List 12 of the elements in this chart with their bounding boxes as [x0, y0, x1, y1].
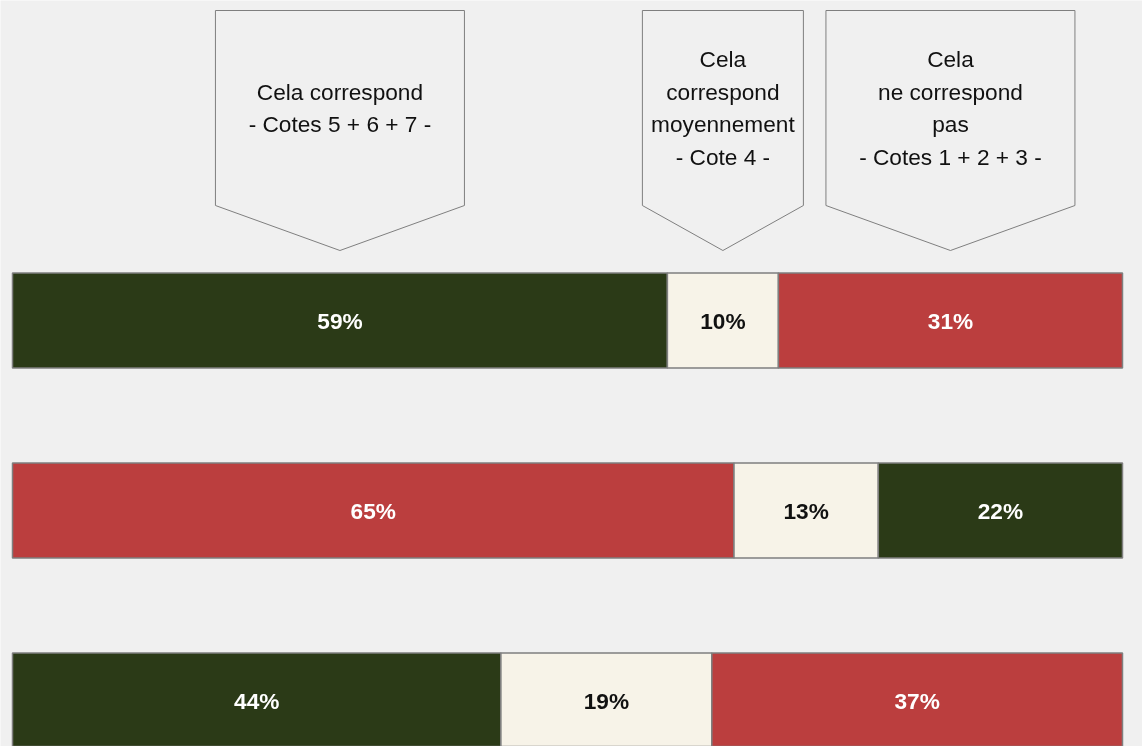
data-label: 31%: [927, 307, 974, 334]
data-label: 65%: [350, 497, 396, 524]
data-label: 44%: [234, 687, 280, 714]
text: Cela correspond - Cotes 5 + 6 + 7 -: [248, 78, 432, 138]
text: Cela correspond moyennement - Cote 4 -: [651, 46, 796, 170]
text: Cela ne correspond pas - Cotes 1 + 2 + 3 -: [859, 46, 1042, 170]
data-label: 37%: [894, 687, 940, 714]
data-label: 22%: [977, 497, 1024, 524]
data-label: 19%: [583, 687, 630, 714]
data-label: 59%: [317, 307, 363, 334]
data-label: 10%: [700, 307, 746, 334]
data-label: 13%: [783, 497, 829, 524]
